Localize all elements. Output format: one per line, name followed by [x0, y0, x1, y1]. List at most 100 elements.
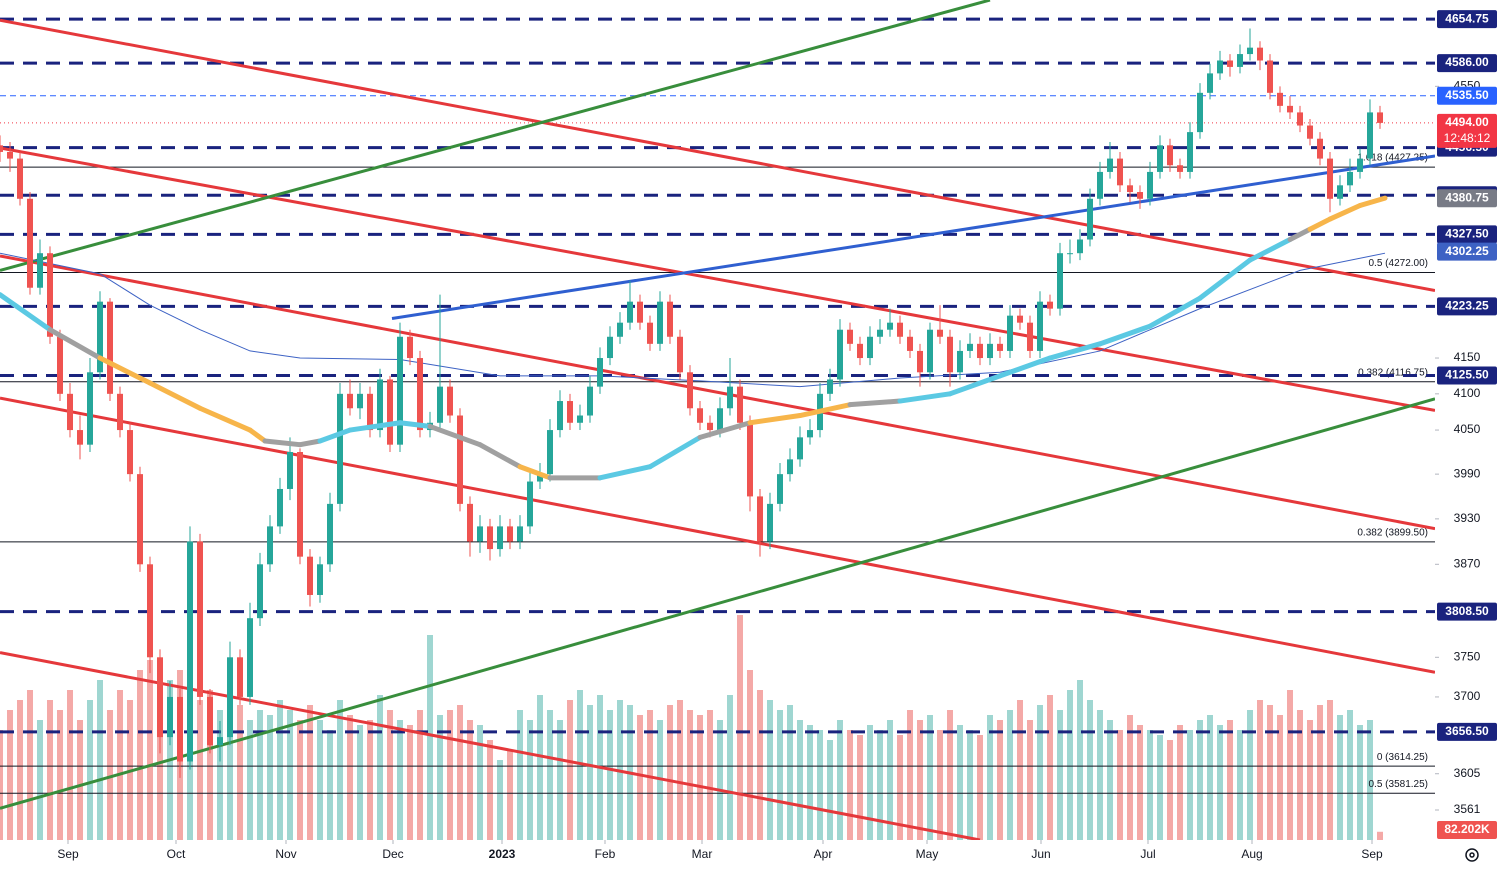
candle-body	[417, 358, 423, 431]
fib-label: 0 (3614.25)	[1377, 752, 1428, 763]
volume-last-label: 82.202K	[1444, 822, 1490, 836]
volume-bar	[907, 710, 913, 840]
candle-body	[517, 526, 523, 542]
moving-average-segment	[347, 420, 403, 433]
countdown-label: 12:48:12	[1444, 131, 1491, 145]
level-label: 4327.50	[1445, 227, 1489, 241]
moving-average-segment	[97, 355, 153, 386]
volume-bar	[237, 705, 243, 840]
x-tick-label: Dec	[382, 847, 403, 861]
y-tick-label: 4050	[1454, 422, 1481, 436]
volume-bar	[517, 710, 523, 840]
volume-bar	[1077, 680, 1083, 840]
volume-bar	[1247, 710, 1253, 840]
candle-body	[177, 696, 183, 762]
candle-body	[597, 358, 603, 387]
volume-bar	[387, 710, 393, 840]
candle-body	[807, 430, 813, 438]
moving-average-segment	[1047, 341, 1103, 361]
moving-average-segment	[647, 434, 703, 470]
volume-bar	[107, 710, 113, 840]
candle-body	[1077, 239, 1083, 254]
volume-bar	[287, 710, 293, 840]
candle-body	[1187, 132, 1193, 172]
candle-body	[217, 737, 223, 746]
volume-bar	[1327, 700, 1333, 840]
trend-line	[0, 18, 1435, 292]
volume-bar	[467, 720, 473, 840]
volume-bar	[37, 720, 43, 840]
volume-bar	[247, 720, 253, 840]
candle-body	[647, 322, 653, 344]
candle-body	[147, 564, 153, 658]
candle-body	[967, 343, 973, 351]
candle-body	[447, 386, 453, 416]
volume-bar	[677, 700, 683, 840]
x-tick-label: 2023	[489, 847, 516, 861]
volume-bar	[847, 730, 853, 840]
candle-body	[347, 393, 353, 409]
volume-bar	[607, 710, 613, 840]
candle-body	[477, 526, 483, 542]
candle-body	[877, 329, 883, 337]
volume-bar	[947, 710, 953, 840]
moving-average-segment	[247, 427, 268, 444]
candle-body	[657, 301, 663, 344]
candle-body	[987, 343, 993, 359]
volume-bar	[787, 705, 793, 840]
candle-body	[897, 322, 903, 337]
trend-line	[0, 0, 991, 272]
volume-bar	[377, 695, 383, 840]
moving-average-segment	[147, 380, 203, 411]
volume-bar	[1117, 730, 1123, 840]
volume-bar	[977, 735, 983, 840]
candle-body	[497, 526, 503, 550]
volume-bar	[1027, 720, 1033, 840]
candle-body	[1127, 185, 1133, 193]
candle-body	[77, 430, 83, 445]
volume-bar	[507, 750, 513, 840]
moving-average-segment	[1247, 236, 1293, 263]
candle-body	[867, 336, 873, 359]
volume-bar	[257, 710, 263, 840]
candle-body	[757, 496, 763, 542]
volume-bar	[917, 720, 923, 840]
candle-body	[0, 145, 3, 152]
candle-body	[167, 696, 173, 738]
volume-bar	[1107, 720, 1113, 840]
candle-body	[717, 408, 723, 431]
settings-button[interactable]	[1465, 848, 1479, 862]
candle-body	[57, 336, 63, 394]
moving-average-segment	[1327, 203, 1363, 222]
volume-bar	[557, 720, 563, 840]
candle-body	[947, 336, 953, 373]
trend-line	[0, 396, 1435, 674]
volume-bar	[667, 705, 673, 840]
candle-body	[407, 336, 413, 359]
last-price-box	[1437, 113, 1497, 148]
moving-average-segment	[797, 402, 853, 419]
candle-body	[1017, 315, 1023, 323]
volume-bar	[697, 715, 703, 840]
volume-bar	[1337, 715, 1343, 840]
ma-last-label: 4380.75	[1445, 190, 1489, 204]
volume-bar	[437, 715, 443, 840]
volume-bar	[527, 720, 533, 840]
candle-body	[487, 526, 493, 550]
level-box	[1437, 722, 1497, 741]
volume-bar	[117, 690, 123, 840]
candle-body	[1297, 112, 1303, 126]
moving-average-segment	[1097, 323, 1153, 347]
volume-bar	[1047, 695, 1053, 840]
volume-bar	[17, 700, 23, 840]
level-box	[1437, 297, 1497, 316]
volume-bar	[7, 710, 13, 840]
volume-bar	[767, 700, 773, 840]
candle-body	[1247, 47, 1253, 55]
candle-body	[1037, 301, 1043, 351]
candle-body	[127, 430, 133, 475]
moving-average-segment	[1147, 295, 1203, 329]
x-tick-label: Jun	[1031, 847, 1050, 861]
candle-body	[237, 657, 243, 697]
